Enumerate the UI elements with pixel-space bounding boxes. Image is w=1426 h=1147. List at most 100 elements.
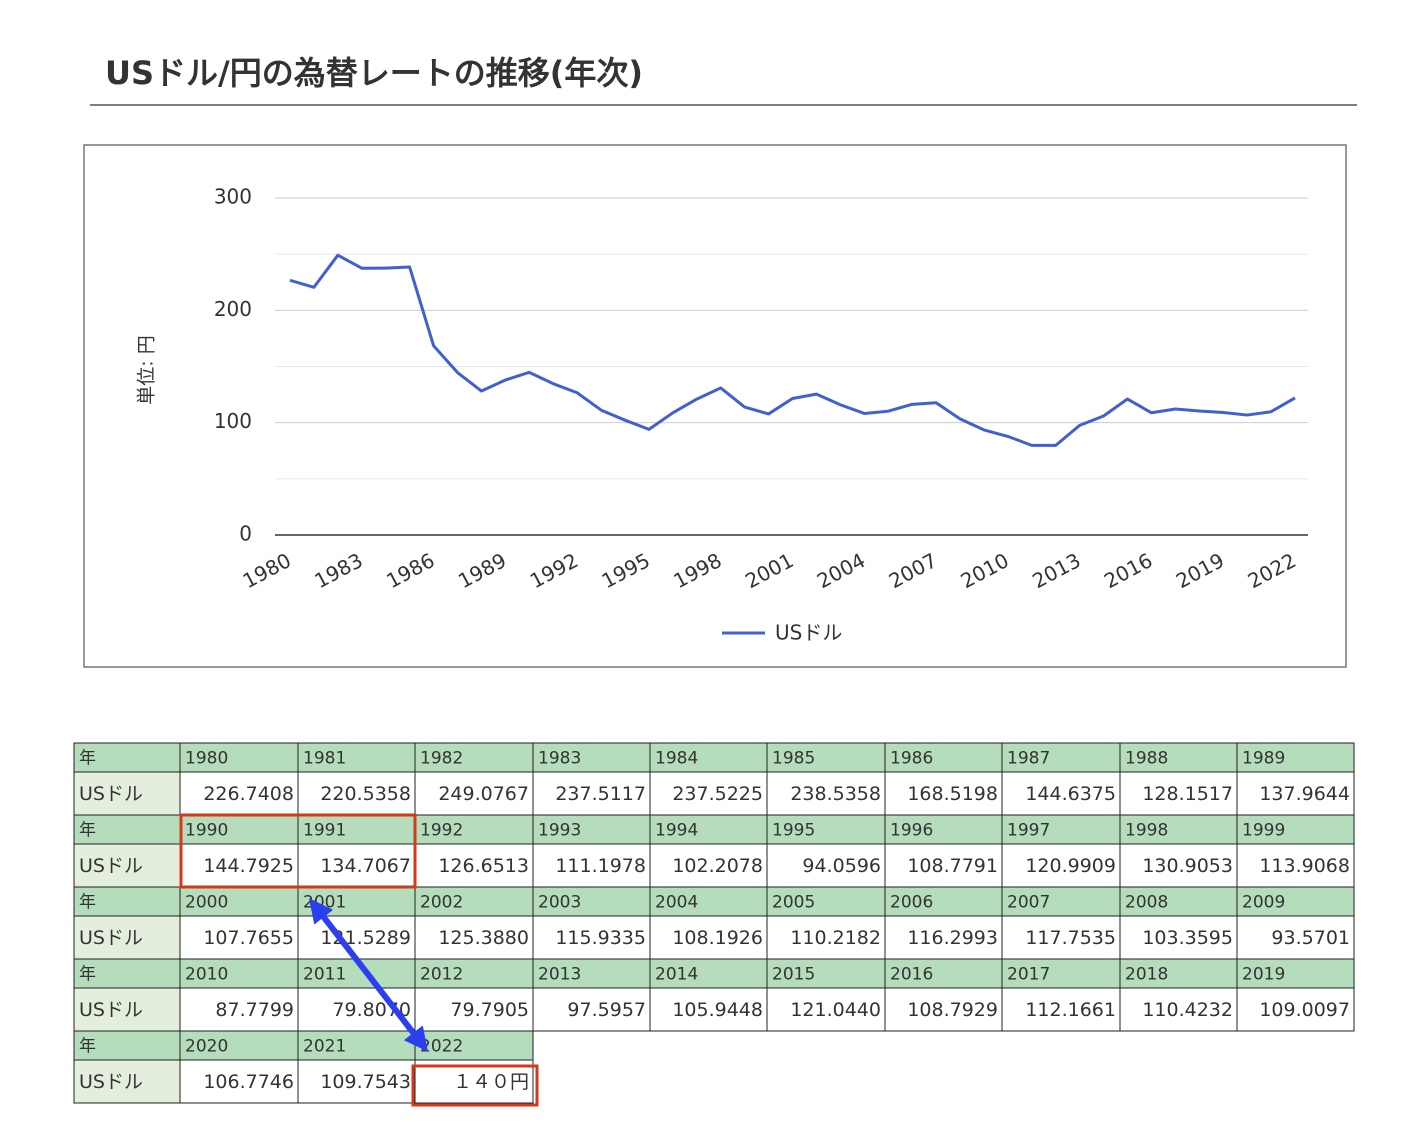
row-label: 年	[79, 821, 96, 841]
y-tick-label: 0	[239, 522, 252, 546]
value-cell: 226.7408	[203, 783, 294, 805]
table-cell	[297, 771, 416, 816]
table-cell	[179, 843, 299, 888]
value-cell: 144.6375	[1025, 783, 1116, 805]
year-cell: 2006	[890, 893, 933, 913]
y-tick-label: 100	[214, 409, 252, 433]
year-cell: 2019	[1242, 965, 1285, 985]
value-cell: １４０円	[453, 1071, 529, 1093]
value-cell: 87.7799	[215, 999, 294, 1021]
arrow	[309, 898, 428, 1052]
value-cell: 108.7929	[907, 999, 998, 1021]
year-cell: 2015	[772, 965, 815, 985]
table-cell	[73, 1059, 181, 1104]
year-cell: 2009	[1242, 893, 1285, 913]
value-cell: 105.9448	[672, 999, 763, 1021]
table-cell	[532, 886, 651, 917]
table-cell	[297, 814, 416, 845]
year-cell: 1998	[1125, 821, 1168, 841]
table-cell	[766, 742, 886, 773]
table-cell	[532, 843, 651, 888]
value-cell: 115.9335	[555, 927, 646, 949]
table-cell	[297, 1059, 416, 1104]
value-cell: 108.1926	[672, 927, 763, 949]
table-cell	[1001, 771, 1121, 816]
value-cell: 237.5117	[555, 783, 646, 805]
table-cell	[73, 915, 181, 960]
table-cell	[179, 886, 299, 917]
table-cell	[73, 987, 181, 1032]
row-label: USドル	[79, 783, 143, 805]
year-cell: 1983	[538, 749, 581, 769]
table-cell	[649, 987, 768, 1032]
row-label: 年	[79, 749, 96, 769]
table-cell	[884, 843, 1003, 888]
annotations	[179, 813, 539, 1107]
table-cell	[414, 1030, 534, 1061]
table-cell	[1001, 843, 1121, 888]
year-cell: 1987	[1007, 749, 1050, 769]
year-cell: 1985	[772, 749, 815, 769]
table-cell	[414, 987, 534, 1032]
table-cell	[884, 814, 1003, 845]
table-cell	[1119, 958, 1238, 989]
table-cell	[766, 771, 886, 816]
table-cell	[414, 814, 534, 845]
table-cell	[414, 771, 534, 816]
table-cell	[532, 958, 651, 989]
row-label: USドル	[79, 999, 143, 1021]
value-cell: 137.9644	[1259, 783, 1350, 805]
year-cell: 1982	[420, 749, 463, 769]
value-cell: 102.2078	[672, 855, 763, 877]
table-cell	[649, 915, 768, 960]
table-cell	[1119, 742, 1238, 773]
row-label: USドル	[79, 1071, 143, 1093]
table-cell	[1001, 987, 1121, 1032]
year-cell: 2008	[1125, 893, 1168, 913]
year-cell: 1996	[890, 821, 933, 841]
year-cell: 2010	[185, 965, 228, 985]
table-cell	[1236, 886, 1355, 917]
table-cell	[1001, 915, 1121, 960]
year-cell: 1986	[890, 749, 933, 769]
highlight-box	[179, 813, 417, 889]
year-cell: 1997	[1007, 821, 1050, 841]
table-cell	[532, 771, 651, 816]
year-cell: 1990	[185, 821, 228, 841]
year-cell: 1991	[303, 821, 346, 841]
value-cell: 144.7925	[203, 855, 294, 877]
value-cell: 126.6513	[438, 855, 529, 877]
value-cell: 238.5358	[790, 783, 881, 805]
table-cell	[649, 771, 768, 816]
table-cell	[884, 915, 1003, 960]
table-cell	[1236, 814, 1355, 845]
table-cell	[179, 742, 299, 773]
year-cell: 1989	[1242, 749, 1285, 769]
table-cell	[73, 742, 181, 773]
value-cell: 103.3595	[1142, 927, 1233, 949]
table-cell	[649, 886, 768, 917]
table-cell	[766, 915, 886, 960]
year-cell: 2022	[420, 1037, 463, 1057]
table-cell	[297, 742, 416, 773]
value-cell: 116.2993	[907, 927, 998, 949]
row-label: USドル	[79, 855, 143, 877]
year-cell: 1992	[420, 821, 463, 841]
value-cell: 121.0440	[790, 999, 881, 1021]
y-tick-label: 200	[214, 297, 252, 321]
year-cell: 2003	[538, 893, 581, 913]
table-cell	[1236, 771, 1355, 816]
value-cell: 220.5358	[320, 783, 411, 805]
year-cell: 2020	[185, 1037, 228, 1057]
year-cell: 2014	[655, 965, 698, 985]
table-cell	[532, 742, 651, 773]
value-cell: 168.5198	[907, 783, 998, 805]
year-cell: 2013	[538, 965, 581, 985]
year-cell: 1980	[185, 749, 228, 769]
table-cell	[766, 886, 886, 917]
table-cell	[766, 843, 886, 888]
chart-frame	[83, 144, 1347, 668]
table-cell	[1119, 843, 1238, 888]
value-cell: 107.7655	[203, 927, 294, 949]
year-cell: 2012	[420, 965, 463, 985]
